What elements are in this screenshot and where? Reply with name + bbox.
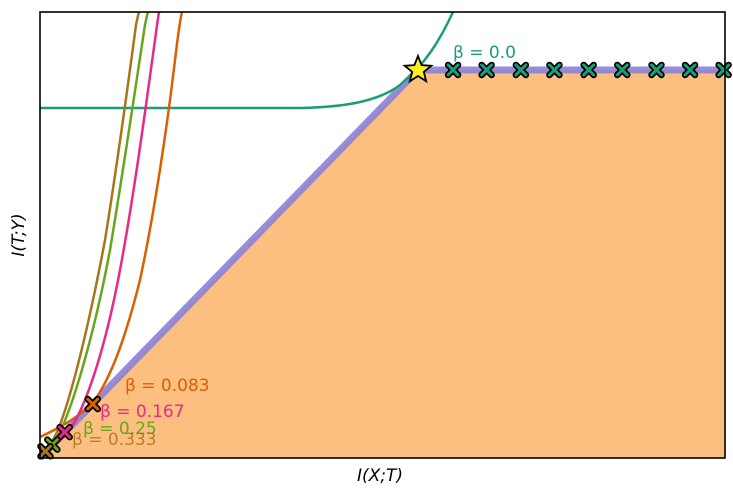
x-marker-beta-0 [478,61,495,79]
x-marker-beta-0 [546,61,563,79]
label-beta-0: β = 0.0 [453,43,516,63]
label-beta-025: β = 0.25 [83,419,157,439]
x-marker-beta-0 [715,61,732,79]
achievable-region [40,70,725,458]
label-beta-0167: β = 0.167 [100,402,185,422]
x-marker-0083 [84,395,101,413]
x-marker-0333 [37,443,54,460]
x-marker-beta-0 [648,61,665,79]
y-axis-label: I(T;Y) [9,213,29,256]
beta-0-markers [444,61,732,79]
x-marker-beta-0 [580,61,597,79]
x-marker-beta-0 [512,61,530,79]
label-beta-0333: β = 0.333 [72,430,157,450]
x-marker-beta-0 [444,61,462,79]
label-beta-0083: β = 0.083 [125,376,210,396]
x-marker-0167 [56,423,73,441]
curve-beta-0 [40,11,455,110]
optimum-star-icon [402,53,434,84]
x-marker-beta-0 [614,61,631,79]
axes-frame [39,11,726,459]
x-marker-beta-0 [681,61,699,79]
x-axis-label: I(X;T) [357,466,403,486]
